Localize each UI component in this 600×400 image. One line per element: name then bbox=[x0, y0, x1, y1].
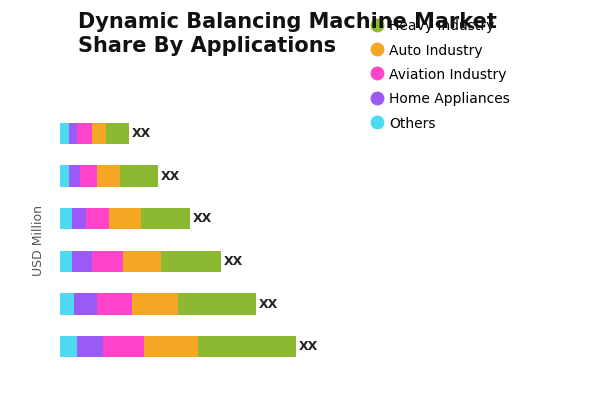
Text: XX: XX bbox=[132, 127, 151, 140]
Bar bbox=[60, 336, 77, 357]
Bar bbox=[60, 123, 68, 144]
Bar bbox=[92, 123, 106, 144]
Bar bbox=[60, 251, 71, 272]
Bar bbox=[124, 251, 161, 272]
Bar bbox=[68, 123, 77, 144]
Bar bbox=[143, 336, 198, 357]
Bar bbox=[178, 293, 256, 315]
Bar bbox=[80, 165, 97, 187]
Bar bbox=[140, 208, 190, 229]
Bar bbox=[74, 293, 97, 315]
Text: XX: XX bbox=[259, 298, 278, 310]
Bar bbox=[198, 336, 296, 357]
Bar bbox=[77, 123, 92, 144]
Text: XX: XX bbox=[224, 255, 244, 268]
Bar bbox=[68, 165, 80, 187]
Text: Dynamic Balancing Machine Market
Share By Applications: Dynamic Balancing Machine Market Share B… bbox=[78, 12, 497, 56]
Bar bbox=[60, 208, 71, 229]
Bar bbox=[77, 336, 103, 357]
Bar bbox=[86, 208, 109, 229]
Bar bbox=[109, 208, 140, 229]
Bar bbox=[161, 251, 221, 272]
Text: XX: XX bbox=[299, 340, 318, 353]
Bar bbox=[71, 208, 86, 229]
Bar bbox=[121, 165, 158, 187]
Bar bbox=[60, 165, 68, 187]
Text: XX: XX bbox=[193, 212, 212, 225]
Y-axis label: USD Million: USD Million bbox=[32, 204, 45, 276]
Bar bbox=[92, 251, 124, 272]
Bar bbox=[97, 293, 132, 315]
Bar bbox=[97, 165, 121, 187]
Bar bbox=[106, 123, 129, 144]
Bar bbox=[60, 293, 74, 315]
Legend: Heavy Industry, Auto Industry, Aviation Industry, Home Appliances, Others: Heavy Industry, Auto Industry, Aviation … bbox=[367, 15, 514, 135]
Text: XX: XX bbox=[161, 170, 180, 182]
Bar bbox=[71, 251, 92, 272]
Bar bbox=[103, 336, 143, 357]
Bar bbox=[132, 293, 178, 315]
